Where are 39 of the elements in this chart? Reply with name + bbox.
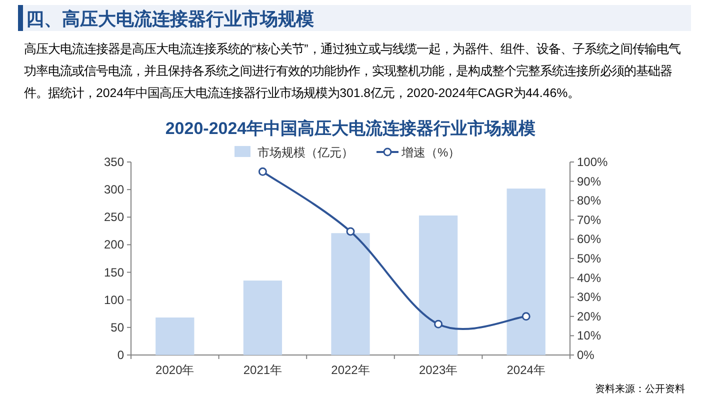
y2-tick-label: 30% xyxy=(577,290,602,304)
legend-label: 市场规模（亿元） xyxy=(258,146,354,160)
y-tick-label: 250 xyxy=(104,210,124,224)
point xyxy=(434,320,443,328)
text: 高压大电流连接器是高压大电流连接系统的“核心关节”，通过独立或与线缆一起，为器件、组件、设备、子系统之间传输电气功率电流或信号电流，并且保持各系统之间进行有效的功能协作，实现整机功能，是构成整个完整系统连接所必须的基础器件。据统计，2024年中国高压大电流连接器行业市场规模为301.8亿元，2020-2024年CAGR为44.46%。 xyxy=(24,41,682,102)
y2-tick-label: 100% xyxy=(577,155,608,169)
point xyxy=(346,227,355,236)
y2-tick-label: 10% xyxy=(577,328,602,343)
chart-title: 四、高压大电流连接器行业市场规模 xyxy=(26,8,314,31)
y-tick-label: 350 xyxy=(104,155,124,169)
y2-tick-label: 60% xyxy=(577,232,602,246)
bar xyxy=(156,318,194,355)
text: 资料来源：公开资料 xyxy=(595,382,685,396)
bar xyxy=(418,215,458,355)
x-tick-label: 2021年 xyxy=(243,363,282,377)
bar xyxy=(243,280,282,355)
y2-tick-label: 40% xyxy=(577,270,602,285)
legend-label: 增速（%） xyxy=(400,146,460,160)
point xyxy=(258,167,267,176)
x-tick-label: 2020年 xyxy=(156,363,194,377)
point xyxy=(522,312,530,321)
y2-tick-label: 80% xyxy=(577,194,602,208)
y-tick-label: 0 xyxy=(117,348,124,362)
bar xyxy=(506,188,546,355)
x-tick-label: 2024年 xyxy=(506,363,546,377)
y2-tick-label: 0% xyxy=(577,348,595,362)
y2-tick-label: 50% xyxy=(577,252,602,266)
y2-tick-label: 90% xyxy=(577,174,602,188)
x-tick-label: 2023年 xyxy=(418,363,458,377)
y2-tick-label: 70% xyxy=(577,212,602,227)
y-tick-label: 200 xyxy=(104,238,124,252)
y-tick-label: 100 xyxy=(104,292,124,307)
x-tick-label: 2022年 xyxy=(331,363,370,377)
chart-subtitle: 2020-2024年中国高压大电流连接器行业市场规模 xyxy=(165,119,536,138)
y2-tick-label: 20% xyxy=(577,309,602,324)
bar xyxy=(331,233,370,355)
y-tick-label: 150 xyxy=(104,265,124,280)
y-tick-label: 300 xyxy=(104,182,124,197)
y-tick-label: 50 xyxy=(110,320,124,334)
